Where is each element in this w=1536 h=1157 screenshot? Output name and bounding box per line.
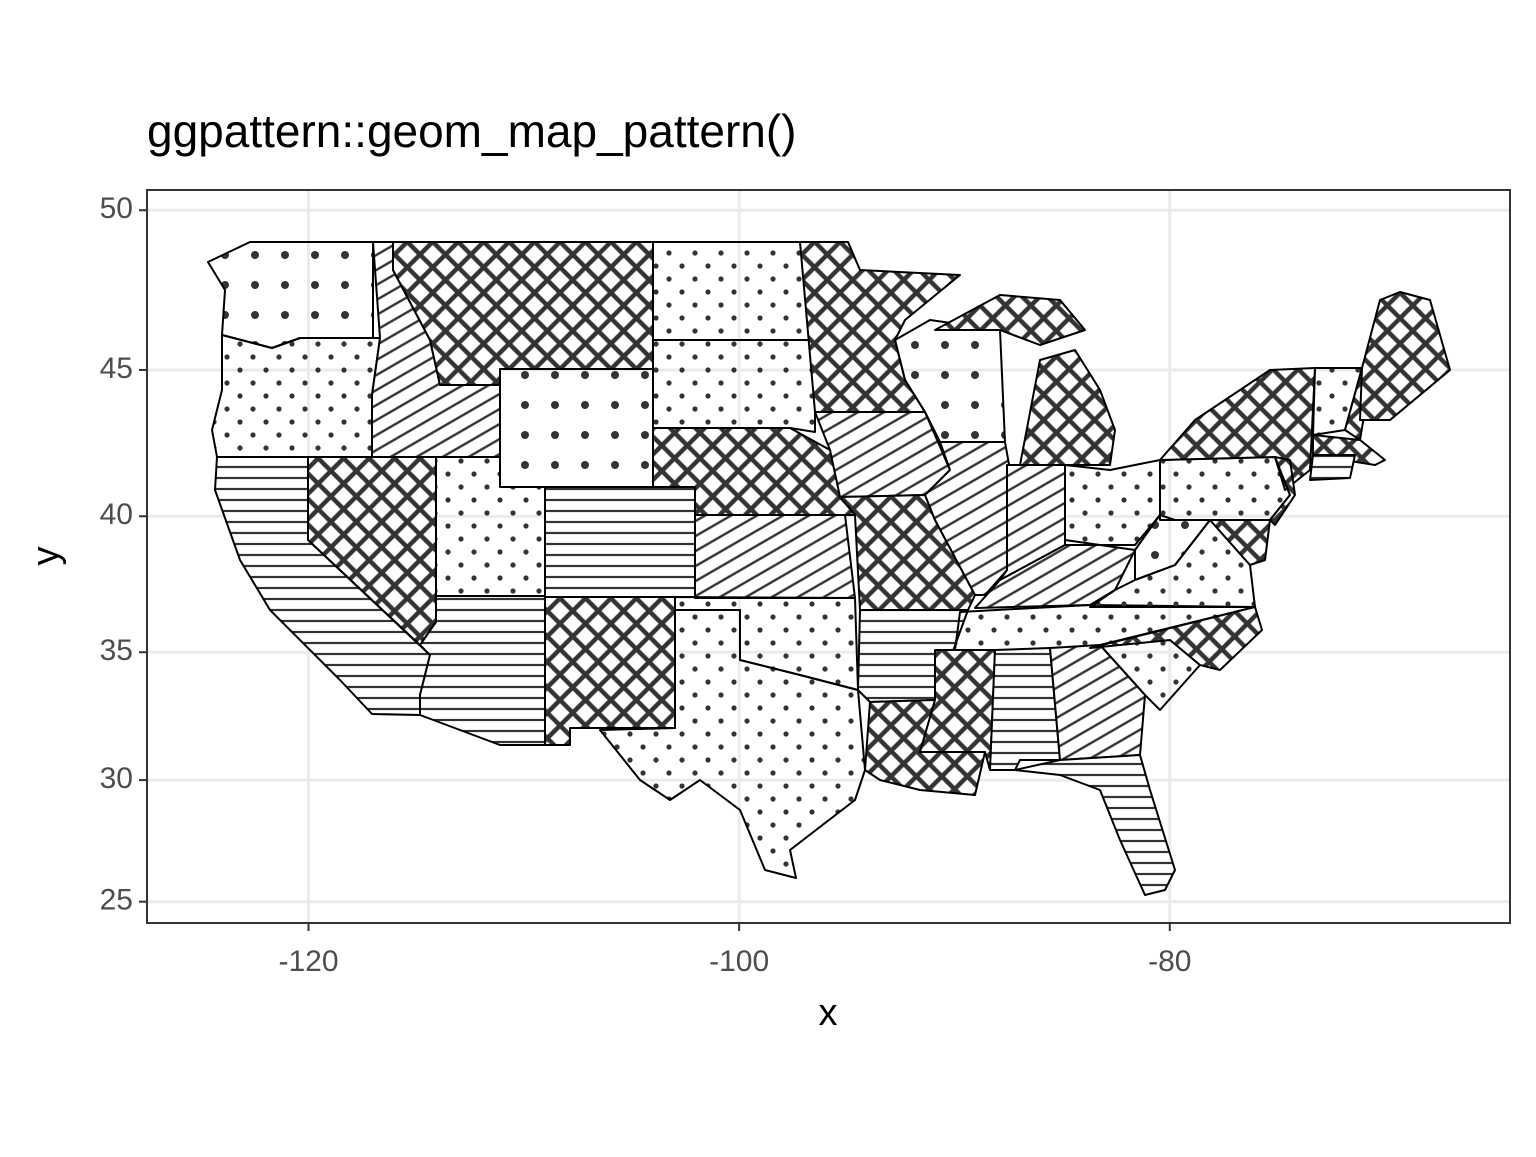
y-axis-label: y <box>25 547 67 566</box>
state <box>934 294 1086 346</box>
state <box>207 241 374 349</box>
state <box>599 609 866 879</box>
state <box>419 595 546 746</box>
y-tick-label: 35 <box>100 634 133 667</box>
states <box>207 241 1451 896</box>
state <box>544 596 676 746</box>
state <box>652 339 816 433</box>
state <box>1309 454 1356 481</box>
state <box>499 368 654 488</box>
state <box>544 486 696 598</box>
state <box>924 441 1011 596</box>
x-tick-label: -120 <box>278 945 338 978</box>
state <box>974 544 1136 609</box>
state <box>1019 349 1116 466</box>
x-tick-label: -80 <box>1148 945 1191 978</box>
y-tick-label: 25 <box>100 884 133 917</box>
y-tick-label: 50 <box>100 192 133 225</box>
state <box>1064 459 1161 546</box>
state <box>1159 456 1291 521</box>
state <box>1049 644 1146 761</box>
state <box>1014 754 1176 896</box>
state <box>211 334 381 458</box>
state <box>1359 291 1451 421</box>
x-tick-label: -100 <box>709 945 769 978</box>
state <box>694 514 856 599</box>
panel-border <box>146 189 1511 924</box>
y-tick-label: 30 <box>100 762 133 795</box>
x-axis-label: x <box>819 992 838 1034</box>
y-tick-label: 40 <box>100 498 133 531</box>
chart-title: ggpattern::geom_map_pattern() <box>147 105 797 157</box>
state <box>1209 519 1271 566</box>
y-tick-label: 45 <box>100 352 133 385</box>
state <box>989 647 1061 771</box>
state <box>652 241 816 341</box>
state <box>1269 456 1296 526</box>
